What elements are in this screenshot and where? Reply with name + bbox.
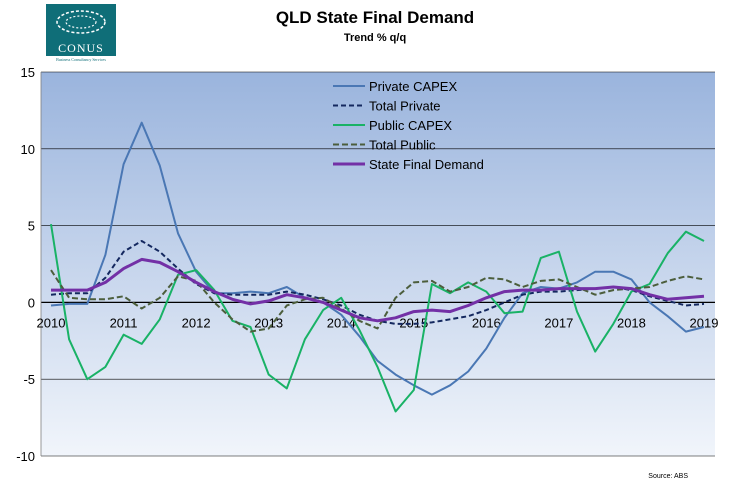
chart-title: QLD State Final Demand: [275, 8, 475, 27]
series-line-2: [50, 223, 705, 413]
legend-label: Public CAPEX: [369, 118, 452, 133]
source-note: Source: ABS: [648, 473, 688, 480]
logo-name: CONUS: [46, 40, 116, 56]
x-tick-label: 2010: [37, 315, 66, 330]
logo: CONUS Business Consultancy Services: [46, 4, 116, 64]
chart-subtitle: Trend % q/q: [343, 32, 407, 44]
y-tick-label: 10: [21, 142, 35, 157]
legend-label: Private CAPEX: [369, 79, 457, 94]
legend-label: Total Public: [369, 138, 436, 153]
x-tick-label: 2016: [472, 315, 501, 330]
x-tick-label: 2017: [544, 315, 573, 330]
y-tick-label: 15: [21, 65, 35, 80]
x-tick-label: 2018: [617, 315, 646, 330]
x-tick-label: 2011: [110, 315, 138, 330]
logo-swirl-icon: [46, 4, 116, 40]
series-line-4: [51, 257, 705, 323]
series-line-3: [50, 269, 705, 333]
series-line-0: [50, 121, 705, 396]
logo-tagline: Business Consultancy Services: [56, 57, 106, 62]
x-tick-label: 2014: [327, 315, 356, 330]
y-tick-label: 0: [28, 295, 35, 310]
y-tick-label: -10: [16, 449, 35, 464]
plot-area: [41, 72, 715, 456]
x-tick-label: 2019: [690, 315, 719, 330]
y-tick-label: -5: [23, 372, 35, 387]
y-tick-label: 5: [28, 219, 35, 234]
legend-label: State Final Demand: [369, 157, 484, 172]
x-tick-label: 2012: [182, 315, 211, 330]
legend-label: Total Private: [369, 99, 441, 114]
